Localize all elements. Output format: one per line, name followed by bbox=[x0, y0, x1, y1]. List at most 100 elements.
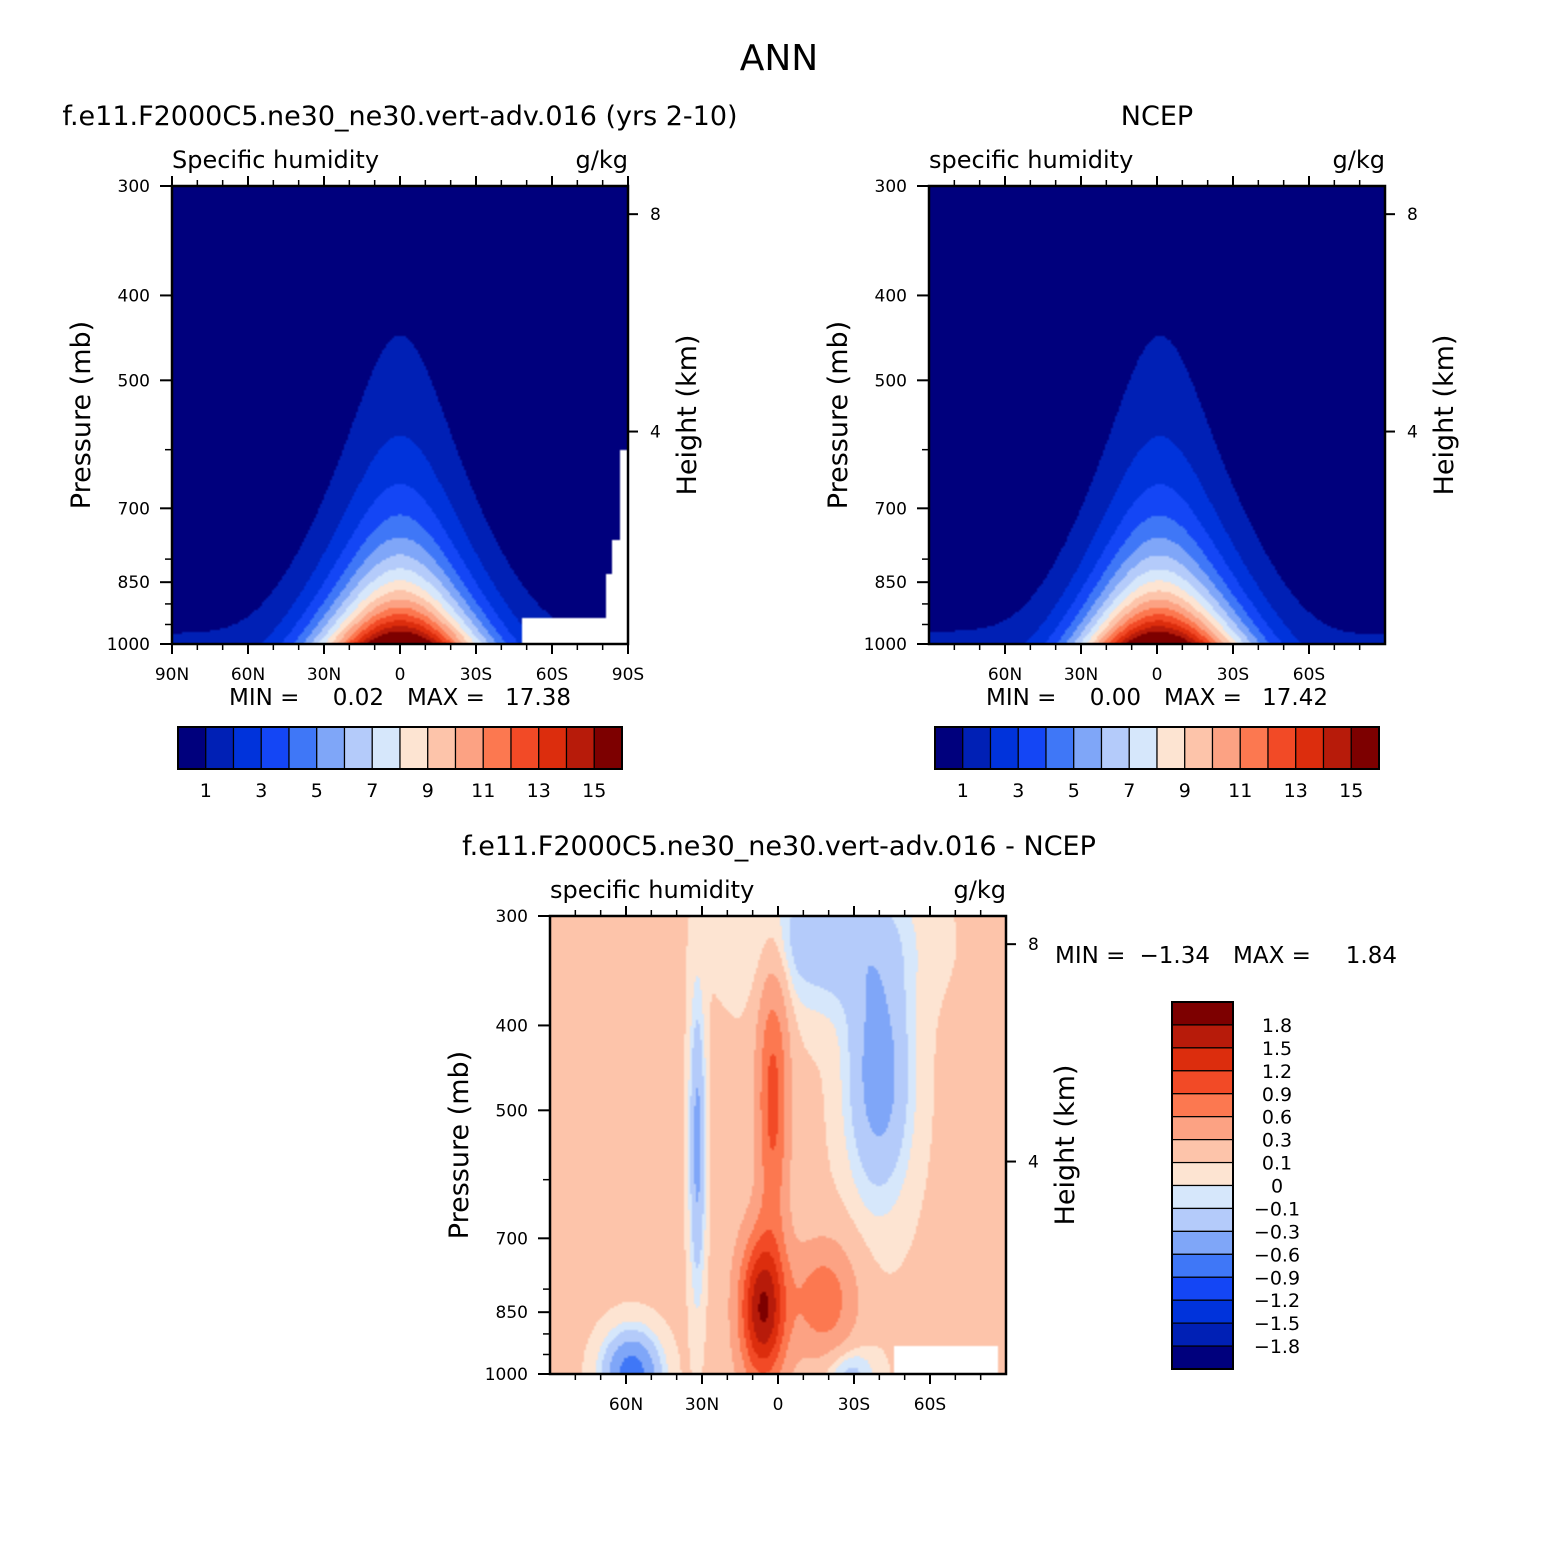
x-tick-label: 60N bbox=[231, 665, 265, 685]
y-tick-label: 850 bbox=[875, 573, 907, 593]
colorbar-box bbox=[232, 726, 262, 770]
colorbar-box bbox=[371, 726, 401, 770]
min-value: −1.34 bbox=[1140, 943, 1210, 969]
y2-tick-label: 4 bbox=[650, 423, 661, 443]
y-tick-label: 500 bbox=[875, 371, 907, 391]
colorbar-box bbox=[1171, 1161, 1234, 1187]
colorbar-box bbox=[1073, 726, 1103, 770]
variable-label: Specific humidity bbox=[172, 146, 379, 174]
contour-field bbox=[172, 186, 628, 644]
colorbar-label: 11 bbox=[471, 780, 495, 802]
max-label: MAX = bbox=[407, 685, 485, 711]
y2-axis-label: Height (km) bbox=[1050, 1065, 1081, 1226]
y-tick-label: 1000 bbox=[864, 635, 907, 655]
x-tick-label: 90S bbox=[612, 665, 644, 685]
colorbar-box bbox=[1171, 1116, 1234, 1141]
colorbar-box bbox=[962, 726, 992, 770]
x-tick-label: 60N bbox=[988, 665, 1022, 685]
colorbar-label: 9 bbox=[422, 780, 434, 802]
min-value: 0.00 bbox=[1090, 685, 1141, 711]
colorbar-box bbox=[1171, 1299, 1234, 1324]
y-tick-label: 400 bbox=[875, 286, 907, 306]
y2-tick-label: 4 bbox=[1028, 1153, 1039, 1173]
colorbar-box bbox=[205, 726, 235, 770]
x-tick-label: 60N bbox=[609, 1395, 643, 1415]
colorbar-label: 11 bbox=[1228, 780, 1252, 802]
colorbar-box bbox=[1171, 1276, 1234, 1301]
contour-field bbox=[929, 186, 1385, 644]
x-tick-label: 30S bbox=[838, 1395, 870, 1415]
min-value: 0.02 bbox=[333, 685, 384, 711]
colorbar-box bbox=[1171, 1184, 1234, 1210]
y2-tick-label: 8 bbox=[1407, 205, 1418, 225]
y-tick-label: 700 bbox=[496, 1229, 528, 1249]
colorbar-box bbox=[565, 726, 595, 770]
colorbar-label: −0.3 bbox=[1254, 1221, 1300, 1243]
colorbar-label: 9 bbox=[1179, 780, 1191, 802]
colorbar-label: −1.2 bbox=[1254, 1290, 1300, 1312]
units-label: g/kg bbox=[576, 146, 628, 174]
colorbar-box bbox=[1171, 1139, 1234, 1164]
colorbar-frame bbox=[1171, 1001, 1234, 1370]
colorbar-box bbox=[1017, 726, 1047, 770]
x-tick-label: 90N bbox=[155, 665, 189, 685]
colorbar-label: 7 bbox=[1123, 780, 1135, 802]
colorbar-box bbox=[1128, 726, 1158, 770]
panel-title: f.e11.F2000C5.ne30_ne30.vert-adv.016 - N… bbox=[462, 831, 1096, 862]
y-tick-label: 300 bbox=[496, 907, 528, 927]
colorbar-box bbox=[593, 726, 623, 770]
y2-axis-label: Height (km) bbox=[1429, 335, 1460, 496]
panel-title: f.e11.F2000C5.ne30_ne30.vert-adv.016 (yr… bbox=[62, 101, 737, 132]
max-value: 17.38 bbox=[505, 685, 571, 711]
x-tick-label: 30S bbox=[1217, 665, 1249, 685]
colorbar-label: 1 bbox=[200, 780, 212, 802]
max-label: MAX = bbox=[1164, 685, 1242, 711]
colorbar-box bbox=[1171, 1345, 1234, 1370]
y-tick-label: 400 bbox=[496, 1016, 528, 1036]
colorbar-label: 1 bbox=[957, 780, 969, 802]
colorbar-box bbox=[1171, 1253, 1234, 1278]
colorbar-frame bbox=[177, 726, 623, 770]
colorbar-box bbox=[177, 726, 207, 770]
y-tick-label: 400 bbox=[118, 286, 150, 306]
colorbar-box bbox=[1100, 726, 1130, 770]
y2-axis-label: Height (km) bbox=[672, 335, 703, 496]
x-tick-label: 60S bbox=[536, 665, 568, 685]
y2-tick-label: 8 bbox=[1028, 935, 1039, 955]
colorbar-box bbox=[260, 726, 290, 770]
min-label: MIN = bbox=[986, 685, 1056, 711]
x-tick-label: 60S bbox=[1293, 665, 1325, 685]
x-tick-label: 30N bbox=[307, 665, 341, 685]
units-label: g/kg bbox=[1333, 146, 1385, 174]
colorbar-label: 0.9 bbox=[1262, 1084, 1292, 1106]
colorbar-label: 13 bbox=[1284, 780, 1308, 802]
colorbar-frame bbox=[934, 726, 1380, 770]
variable-label: specific humidity bbox=[550, 876, 754, 904]
colorbar-box bbox=[1295, 726, 1325, 770]
colorbar-box bbox=[1184, 726, 1214, 770]
x-tick-label: 0 bbox=[773, 1395, 784, 1415]
y-tick-label: 300 bbox=[118, 177, 150, 197]
y-tick-label: 500 bbox=[496, 1101, 528, 1121]
x-tick-label: 30N bbox=[685, 1395, 719, 1415]
colorbar-box bbox=[1045, 726, 1075, 770]
colorbar-box bbox=[1322, 726, 1352, 770]
colorbar-box bbox=[1267, 726, 1297, 770]
colorbar-label: 1.5 bbox=[1262, 1038, 1292, 1060]
colorbar-box bbox=[1171, 1001, 1234, 1026]
colorbar-label: 5 bbox=[311, 780, 323, 802]
colorbar-label: 1.8 bbox=[1262, 1015, 1292, 1037]
colorbar-box bbox=[1171, 1207, 1234, 1232]
y-axis-label: Pressure (mb) bbox=[823, 321, 854, 509]
colorbar-box bbox=[989, 726, 1019, 770]
colorbar-label: −0.1 bbox=[1254, 1198, 1300, 1220]
panel-difference: f.e11.F2000C5.ne30_ne30.vert-adv.016 - N… bbox=[444, 831, 1397, 1415]
min-label: MIN = bbox=[229, 685, 299, 711]
y-tick-label: 700 bbox=[875, 499, 907, 519]
colorbar-box bbox=[399, 726, 429, 770]
colorbar-box bbox=[934, 726, 964, 770]
units-label: g/kg bbox=[954, 876, 1006, 904]
figure-title: ANN bbox=[740, 38, 819, 79]
colorbar-label: 3 bbox=[255, 780, 267, 802]
